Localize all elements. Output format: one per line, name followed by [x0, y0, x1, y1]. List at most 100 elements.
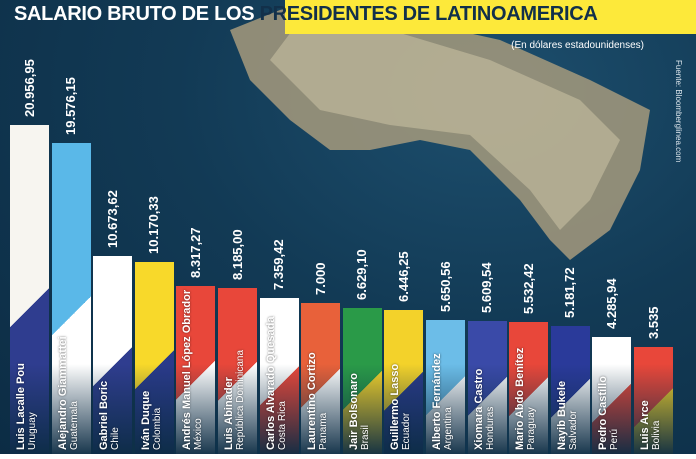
title-part-dark: PRESIDENTES DE LATINOAMERICA	[259, 3, 598, 25]
value-text: 7.000	[312, 262, 328, 295]
value-text: 5.609,54	[479, 261, 495, 313]
bar-bolivia: Luis Arce Bolivia	[634, 346, 673, 454]
president-name: Luis Lacalle Pou	[15, 363, 27, 450]
bar-name-label: Carlos Alvarado Quesada Costa Rica	[265, 317, 289, 450]
bar-fade	[218, 364, 257, 454]
country-name: Colombia	[151, 407, 163, 450]
president-name: Carlos Alvarado Quesada	[264, 316, 277, 450]
bar-panama: Laurentino Cortizo Panama	[301, 302, 341, 454]
title-bar: SALARIO BRUTO DE LOS PRESIDENTES DE LATI…	[0, 0, 696, 34]
title-highlight	[285, 0, 696, 34]
bar-fade	[634, 364, 673, 454]
bar-guatemala: Alejandro Giammattei Guatemala	[51, 142, 91, 454]
bar-fade	[342, 364, 382, 454]
country-name: Salvador	[567, 410, 579, 450]
bar-fade	[550, 364, 590, 454]
bar-name-label: Xiomara Castro Honduras	[473, 369, 497, 450]
money-map-illustration	[230, 0, 650, 260]
bar-per-: Pedro Castillo Perú	[592, 337, 632, 454]
chart-title: SALARIO BRUTO DE LOS PRESIDENTES DE LATI…	[14, 3, 598, 26]
bar-fade	[93, 364, 133, 454]
value-text: 10.170,33	[146, 196, 162, 255]
president-name: Andrés Manuel López Obrador	[181, 289, 194, 450]
president-name: Gabriel Boric	[98, 380, 111, 450]
country-name: Bolivia	[651, 420, 662, 450]
president-name: Alberto Fernández	[431, 353, 443, 450]
president-name: Xiomara Castro	[472, 368, 485, 450]
bar-fade	[259, 364, 299, 454]
value-text: 3.535	[645, 306, 661, 339]
country-name: Honduras	[484, 406, 496, 450]
bar-name-label: Luis Abinader República Dominicana	[223, 350, 247, 450]
country-name: Argentina	[443, 407, 454, 450]
bar-name-label: Pedro Castillo Perú	[597, 376, 621, 450]
president-name: Iván Duque	[139, 390, 152, 450]
value-text: 5.650,56	[437, 261, 453, 312]
value-text: 5.532,42	[520, 262, 536, 314]
bar-costa-rica: Carlos Alvarado Quesada Costa Rica	[259, 298, 299, 454]
bar-fade	[134, 364, 174, 454]
president-name: Luis Arce	[639, 400, 651, 450]
president-name: Nayib Bukele	[555, 380, 568, 450]
bar-ecuador: Guillermo Lasso Ecuador	[384, 309, 424, 454]
bar-name-label: Alberto Fernández Argentina	[431, 353, 455, 450]
bar-fade	[176, 364, 216, 454]
president-name: Alejandro Giammattei	[56, 336, 69, 450]
country-name: Brasil	[359, 424, 371, 450]
bar-fade	[592, 364, 632, 454]
bar-name-label: Alejandro Giammattei Guatemala	[57, 336, 81, 450]
bar-fade	[384, 364, 424, 454]
president-name: Mario Abdo Benítez	[514, 347, 527, 450]
bar-chile: Gabriel Boric Chile	[93, 256, 133, 454]
bar-name-label: Iván Duque Colombia	[140, 391, 164, 450]
bar-m-xico: Andrés Manuel López Obrador México	[176, 286, 216, 454]
bar-name-label: Gabriel Boric Chile	[98, 381, 122, 450]
value-text: 4.285,94	[603, 278, 619, 330]
value-text: 10.673,62	[104, 190, 120, 249]
country-name: Ecuador	[401, 412, 413, 450]
president-name: Laurentino Cortizo	[306, 352, 319, 450]
baseline	[0, 454, 696, 459]
country-name: Uruguay	[27, 412, 38, 450]
title-part-white: SALARIO BRUTO DE LOS	[14, 3, 260, 25]
bar-name-label: Luis Lacalle Pou Uruguay	[15, 363, 39, 450]
bar-name-label: Laurentino Cortizo Panama	[306, 352, 330, 450]
country-name: Perú	[609, 428, 621, 450]
value-text: 20.956,95	[21, 59, 37, 117]
bar-name-label: Mario Abdo Benítez Paraguay	[514, 348, 538, 450]
value-text: 6.629,10	[354, 248, 370, 300]
value-text: 8.317,27	[187, 227, 203, 279]
country-name: Chile	[110, 427, 122, 450]
bar-rep-blica-dominicana: Luis Abinader República Dominicana	[218, 287, 257, 454]
bar-colombia: Iván Duque Colombia	[134, 262, 174, 454]
bar-uruguay: Luis Lacalle Pou Uruguay	[10, 125, 49, 454]
bar-fade	[301, 364, 341, 454]
bar-fade	[467, 364, 507, 454]
country-name: Guatemala	[68, 401, 80, 450]
president-name: Guillermo Lasso	[389, 363, 402, 450]
value-text: 5.181,72	[562, 267, 578, 318]
bar-name-label: Andrés Manuel López Obrador México	[181, 290, 205, 450]
bar-paraguay: Mario Abdo Benítez Paraguay	[509, 321, 549, 454]
value-text: 6.446,25	[395, 251, 411, 302]
bar-honduras: Xiomara Castro Honduras	[467, 320, 507, 454]
bar-name-label: Nayib Bukele Salvador	[556, 381, 580, 450]
president-name: Jair Bolsonaro	[347, 372, 360, 450]
value-text: 19.576,15	[63, 76, 79, 135]
bar-salvador: Nayib Bukele Salvador	[550, 326, 590, 454]
bar-argentina: Alberto Fernández Argentina	[426, 320, 465, 454]
president-name: Pedro Castillo	[597, 376, 610, 450]
bar-brasil: Jair Bolsonaro Brasil	[342, 307, 382, 454]
president-name: Luis Abinader	[223, 377, 235, 450]
value-text: 7.359,42	[271, 239, 287, 291]
country-name: República Dominicana	[235, 349, 246, 450]
bar-fade	[426, 364, 465, 454]
bar-fade	[509, 364, 549, 454]
bar-fade	[10, 364, 49, 454]
bar-name-label: Jair Bolsonaro Brasil	[348, 373, 372, 450]
bar-name-label: Luis Arce Bolivia	[639, 400, 663, 450]
chart-subtitle: (En dólares estadounidenses)	[511, 40, 644, 51]
value-text: 8.185,00	[229, 229, 245, 280]
country-name: Panama	[318, 412, 330, 450]
